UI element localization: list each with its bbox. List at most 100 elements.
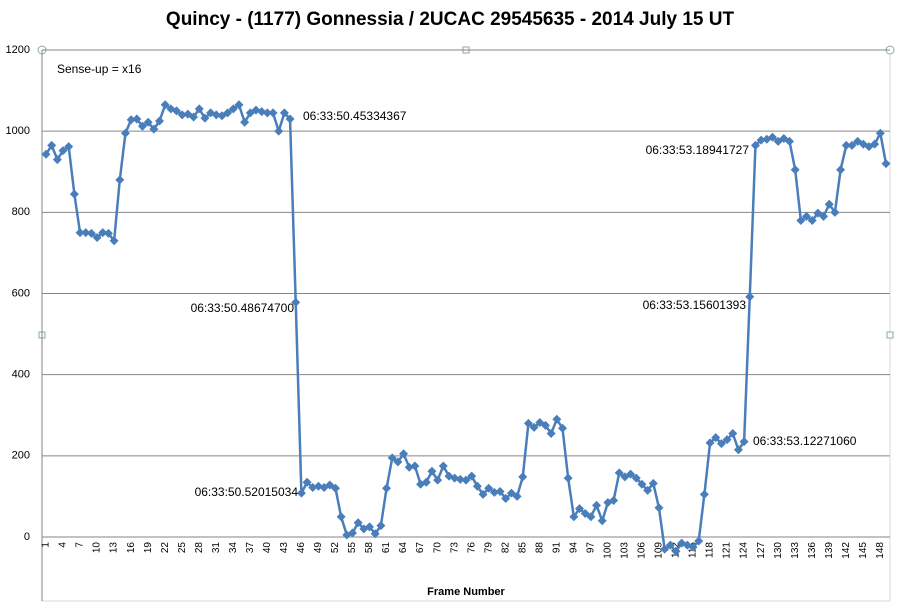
x-tick-label: 139 (824, 542, 835, 559)
marker (733, 445, 743, 455)
marker (149, 124, 159, 134)
x-tick-label: 118 (705, 542, 716, 558)
marker (365, 522, 375, 532)
marker (228, 104, 238, 114)
marker (637, 479, 647, 489)
x-tick-label: 37 (245, 542, 256, 554)
marker (92, 232, 102, 242)
marker (64, 142, 74, 152)
marker (223, 108, 233, 118)
x-tick-label: 67 (415, 542, 426, 554)
marker (399, 449, 409, 459)
marker (467, 471, 477, 481)
marker (609, 495, 619, 505)
marker (41, 149, 51, 159)
marker (830, 207, 840, 217)
x-tick-label: 7 (75, 542, 86, 548)
x-tick-label: 49 (313, 542, 324, 554)
marker (592, 500, 602, 510)
x-tick-label: 79 (483, 542, 494, 554)
marker (694, 536, 704, 546)
marker (291, 297, 301, 307)
marker (841, 140, 851, 150)
marker (643, 485, 653, 495)
x-tick-label: 4 (58, 542, 69, 548)
marker (461, 475, 471, 485)
marker (109, 236, 119, 246)
x-tick-label: 16 (126, 542, 137, 554)
x-tick-label: 19 (143, 542, 154, 554)
y-tick-label: 1200 (6, 44, 30, 56)
marker (177, 110, 187, 120)
marker (393, 457, 403, 467)
x-tick-label: 82 (500, 542, 511, 554)
marker (767, 132, 777, 142)
marker (671, 546, 681, 556)
marker (563, 473, 573, 483)
handle (886, 331, 894, 339)
marker (336, 512, 346, 522)
marker (597, 516, 607, 526)
marker (268, 108, 278, 118)
marker (137, 121, 147, 131)
x-tick-label: 28 (194, 542, 205, 554)
x-tick-label: 31 (211, 542, 222, 554)
x-tick-label: 25 (177, 542, 188, 554)
chart-title: Quincy - (1177) Gonnessia / 2UCAC 295456… (166, 9, 735, 30)
marker (660, 544, 670, 554)
marker (523, 418, 533, 428)
x-tick-label: 13 (109, 542, 120, 554)
note: Sense-up = x16 (57, 62, 142, 76)
marker (120, 128, 130, 138)
x-tick-label: 46 (296, 542, 307, 554)
marker (819, 211, 829, 221)
marker (330, 483, 340, 493)
marker (194, 104, 204, 114)
marker (512, 491, 522, 501)
y-tick-label: 0 (24, 531, 30, 543)
annotation: 06:33:53.12271060 (753, 434, 857, 448)
marker (296, 488, 306, 498)
x-tick-label: 127 (756, 542, 767, 559)
marker (716, 439, 726, 449)
marker (614, 468, 624, 478)
marker (501, 493, 511, 503)
marker (728, 429, 738, 439)
marker (132, 114, 142, 124)
x-tick-label: 34 (228, 542, 239, 554)
marker (47, 140, 57, 150)
marker (807, 215, 817, 225)
x-tick-label: 40 (262, 542, 273, 554)
marker (103, 228, 113, 238)
marker (654, 503, 664, 513)
marker (160, 100, 170, 110)
marker (484, 483, 494, 493)
marker (699, 489, 709, 499)
x-tick-label: 64 (398, 542, 409, 554)
x-tick-label: 76 (466, 542, 477, 554)
x-tick-label: 145 (858, 542, 869, 559)
marker (518, 472, 528, 482)
annotation: 06:33:50.52015034 (195, 485, 299, 499)
x-tick-label: 97 (586, 542, 597, 554)
x-tick-label: 1 (41, 542, 52, 548)
marker (489, 487, 499, 497)
x-tick-label: 43 (279, 542, 290, 554)
marker (586, 512, 596, 522)
marker (557, 423, 567, 433)
marker (705, 438, 715, 448)
marker (875, 128, 885, 138)
marker (478, 489, 488, 499)
marker (189, 112, 199, 122)
marker (836, 165, 846, 175)
marker (58, 146, 68, 156)
marker (722, 435, 732, 445)
marker (802, 211, 812, 221)
x-axis-label: Frame Number (427, 586, 505, 598)
x-tick-label: 61 (381, 542, 392, 554)
marker (665, 540, 675, 550)
marker (790, 165, 800, 175)
x-tick-label: 121 (722, 542, 733, 559)
marker (648, 478, 658, 488)
